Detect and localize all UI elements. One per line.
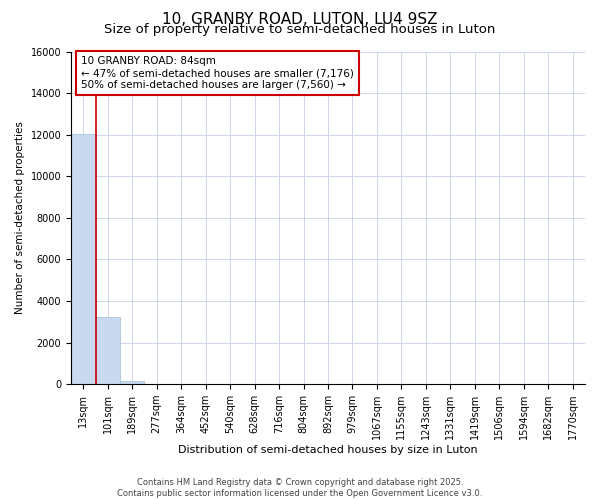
Text: Size of property relative to semi-detached houses in Luton: Size of property relative to semi-detach… (104, 22, 496, 36)
Y-axis label: Number of semi-detached properties: Number of semi-detached properties (15, 122, 25, 314)
Bar (120, 381, 145, 384)
X-axis label: Distribution of semi-detached houses by size in Luton: Distribution of semi-detached houses by … (178, 445, 478, 455)
Bar (95, 316, 120, 384)
Text: 10, GRANBY ROAD, LUTON, LU4 9SZ: 10, GRANBY ROAD, LUTON, LU4 9SZ (162, 12, 438, 28)
Bar (71, 134, 95, 384)
Text: 10 GRANBY ROAD: 84sqm
← 47% of semi-detached houses are smaller (7,176)
50% of s: 10 GRANBY ROAD: 84sqm ← 47% of semi-deta… (82, 56, 354, 90)
Text: Contains HM Land Registry data © Crown copyright and database right 2025.
Contai: Contains HM Land Registry data © Crown c… (118, 478, 482, 498)
